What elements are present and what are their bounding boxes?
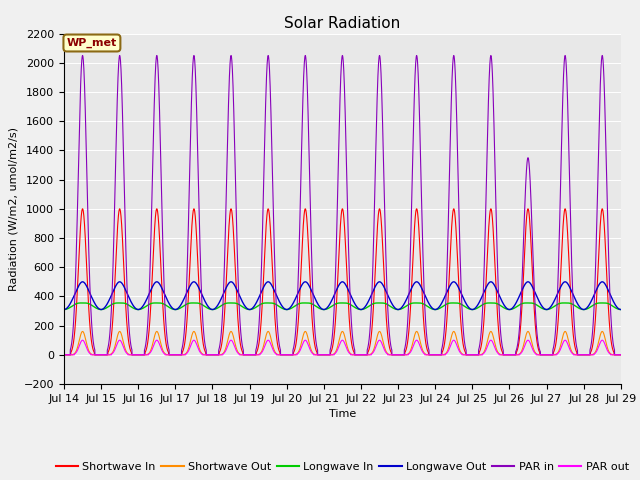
- X-axis label: Time: Time: [329, 409, 356, 419]
- Text: WP_met: WP_met: [67, 38, 117, 48]
- Legend: Shortwave In, Shortwave Out, Longwave In, Longwave Out, PAR in, PAR out: Shortwave In, Shortwave Out, Longwave In…: [51, 457, 634, 477]
- Title: Solar Radiation: Solar Radiation: [284, 16, 401, 31]
- Y-axis label: Radiation (W/m2, umol/m2/s): Radiation (W/m2, umol/m2/s): [8, 127, 18, 291]
